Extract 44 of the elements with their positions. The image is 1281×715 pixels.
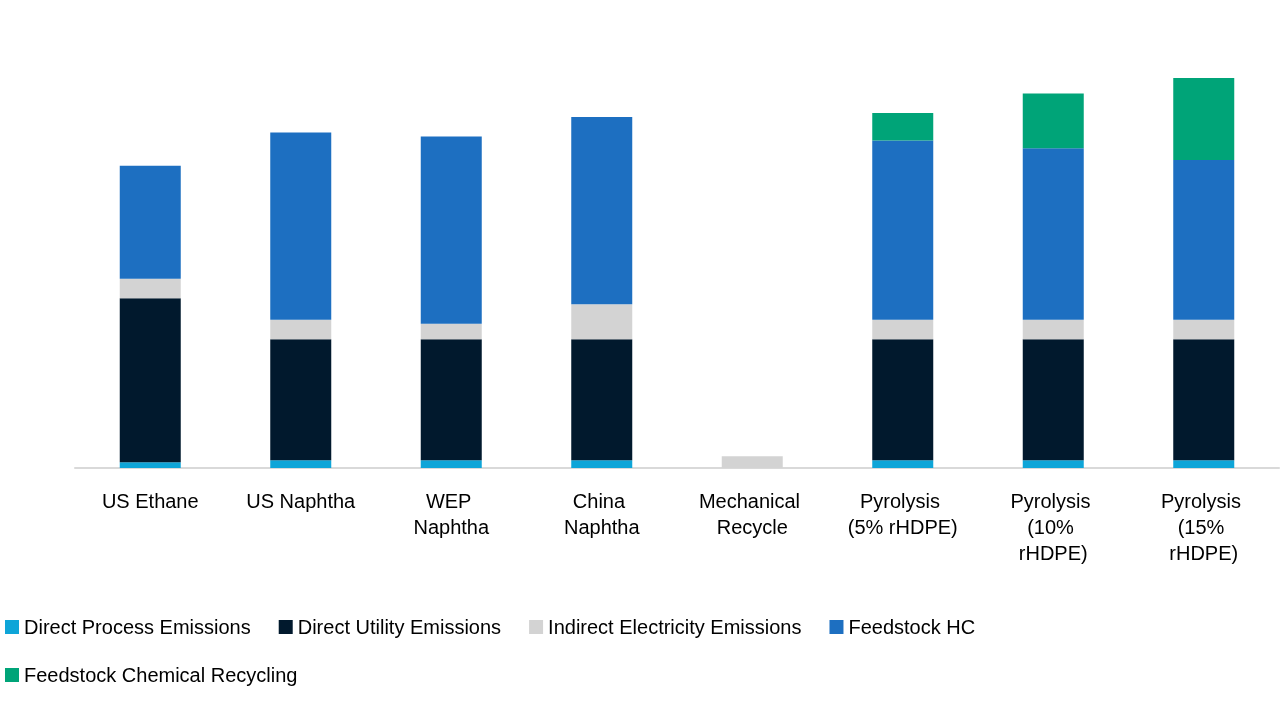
legend-label: Direct Process Emissions xyxy=(24,616,251,638)
bar xyxy=(270,319,332,340)
bar xyxy=(1022,460,1084,468)
bar xyxy=(1173,159,1235,320)
legend-label: Indirect Electricity Emissions xyxy=(548,616,802,638)
bar xyxy=(119,462,181,468)
bar xyxy=(119,278,181,299)
bar xyxy=(1173,78,1235,160)
x-tick-label: Pyrolysis (10% rHDPE) xyxy=(1010,490,1097,564)
bar xyxy=(872,140,934,320)
bar xyxy=(1022,339,1084,461)
bar xyxy=(872,319,934,340)
bar xyxy=(270,132,332,320)
bar xyxy=(119,165,181,279)
bar xyxy=(571,339,633,461)
bar xyxy=(420,339,482,461)
bar xyxy=(1173,339,1235,461)
legend-label: Feedstock HC xyxy=(848,616,976,638)
bar xyxy=(119,298,181,463)
legend-label: Feedstock Chemical Recycling xyxy=(24,664,298,686)
bar xyxy=(872,339,934,461)
x-tick-label: WEP Naphtha xyxy=(413,490,490,538)
bar xyxy=(571,304,633,340)
bar xyxy=(420,323,482,340)
bar xyxy=(872,460,934,468)
bar xyxy=(872,113,934,141)
x-tick-label: Mechanical Recycle xyxy=(698,490,806,538)
bar xyxy=(1173,460,1235,468)
bar xyxy=(1022,319,1084,340)
x-tick-label: China Naphtha xyxy=(563,490,641,538)
bar xyxy=(270,460,332,468)
bar xyxy=(1022,148,1084,320)
bar xyxy=(1022,93,1084,149)
bar xyxy=(1173,319,1235,340)
legend-label: Direct Utility Emissions xyxy=(297,616,502,638)
bar xyxy=(420,136,482,324)
bar xyxy=(571,460,633,468)
x-tick-label: Pyrolysis (5% rHDPE) xyxy=(847,490,958,538)
x-tick-label: Pyrolysis (15% rHDPE) xyxy=(1160,490,1247,564)
bar xyxy=(420,460,482,468)
x-tick-label: US Ethane xyxy=(101,490,199,512)
bar xyxy=(571,117,633,305)
bar xyxy=(270,339,332,461)
x-tick-label: US Naphtha xyxy=(246,490,357,512)
